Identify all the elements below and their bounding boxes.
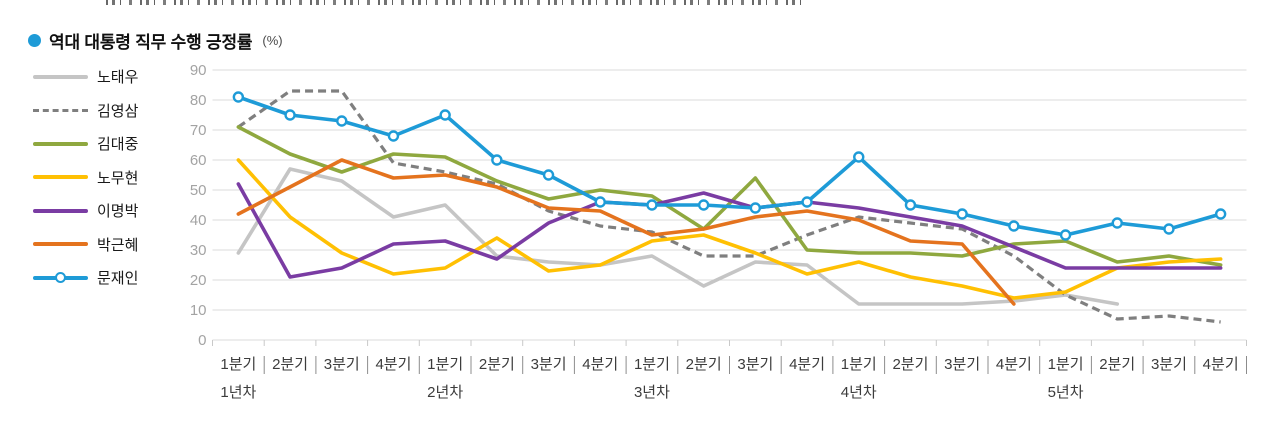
x-axis-quarter-label: 2분기: [892, 356, 928, 373]
data-point-marker-문재인: [697, 199, 710, 211]
series-line-문재인: [236, 95, 1223, 237]
x-axis-quarter-label: 1분기: [220, 356, 256, 373]
data-point-marker-문재인: [439, 109, 451, 121]
legend-item-김대중: 김대중: [33, 127, 138, 161]
data-point-marker-문재인: [853, 151, 865, 163]
data-point-marker-문재인: [336, 115, 348, 127]
y-axis-tick-label: 60: [190, 152, 207, 169]
data-point-marker-문재인: [956, 208, 968, 220]
legend-line-icon: [33, 104, 88, 116]
circle-marker-icon: [55, 272, 66, 284]
y-axis-tick-label: 0: [198, 332, 206, 349]
x-axis-quarter-label: 3분기: [944, 356, 980, 373]
legend-item-노무현: 노무현: [33, 161, 138, 195]
data-point-marker-문재인: [1214, 208, 1227, 220]
data-point-marker-문재인: [387, 130, 400, 142]
legend-item-박근혜: 박근혜: [33, 228, 138, 262]
series-line-김대중: [236, 125, 1223, 267]
data-point-marker-문재인: [801, 196, 813, 208]
data-point-marker-문재인: [749, 202, 762, 214]
x-axis-quarter-label: 1분기: [841, 356, 877, 373]
legend-line-icon: [33, 171, 88, 183]
y-axis-tick-label: 50: [190, 182, 207, 199]
y-axis-tick-label: 10: [190, 302, 207, 319]
legend-line-icon: [33, 71, 88, 83]
series-line-박근혜: [236, 158, 1016, 306]
x-axis-quarter-label: 2분기: [272, 356, 308, 373]
legend-item-문재인: 문재인: [33, 261, 138, 295]
x-axis-year-label: 3년차: [634, 384, 670, 401]
x-axis-year-label: 1년차: [220, 384, 256, 401]
x-axis-quarter-label: 4분기: [789, 356, 825, 373]
blue-dot-icon: [28, 34, 41, 47]
y-axis-tick-label: 20: [190, 272, 207, 289]
x-axis-quarter-label: 3분기: [737, 356, 773, 373]
title-unit-label: (%): [262, 33, 283, 48]
legend-line-icon: [33, 138, 88, 150]
chart-title-row: 역대 대통령 직무 수행 긍정률 (%): [28, 28, 283, 53]
legend-line-icon: [33, 238, 88, 250]
x-axis-quarter-label: 4분기: [375, 356, 411, 373]
data-point-marker-문재인: [594, 196, 606, 208]
y-axis-tick-label: 90: [190, 62, 207, 79]
x-axis-year-label: 2년차: [427, 384, 463, 401]
data-point-marker-문재인: [1163, 223, 1175, 235]
data-point-marker-문재인: [284, 109, 296, 121]
data-point-marker-문재인: [1008, 220, 1020, 232]
legend-label: 노태우: [97, 69, 139, 87]
legend-line-icon: [33, 272, 88, 284]
x-axis-quarter-label: 3분기: [324, 356, 360, 373]
clipped-text-top-strip: [106, 0, 804, 5]
data-point-marker-문재인: [1059, 229, 1072, 241]
legend-label: 김대중: [97, 136, 139, 154]
legend-label: 노무현: [97, 169, 139, 187]
data-point-marker-문재인: [491, 154, 503, 166]
legend-label: 김영삼: [97, 102, 139, 120]
legend-line-icon: [33, 205, 88, 217]
legend-item-이명박: 이명박: [33, 194, 138, 228]
data-point-marker-문재인: [1111, 217, 1123, 229]
x-axis-quarter-label: 4분기: [582, 356, 618, 373]
x-axis-quarter-label: 1분기: [634, 356, 670, 373]
legend-label: 박근혜: [97, 236, 139, 254]
y-axis-tick-label: 80: [190, 92, 207, 109]
y-axis-tick-label: 30: [190, 242, 207, 259]
series-line-노무현: [236, 158, 1223, 300]
y-axis-tick-label: 40: [190, 212, 207, 229]
x-axis-quarter-label: 2분기: [479, 356, 515, 373]
x-axis-quarter-label: 2분기: [686, 356, 722, 373]
legend-item-김영삼: 김영삼: [33, 94, 138, 128]
x-axis-quarter-label: 4분기: [1203, 356, 1239, 373]
legend-label: 이명박: [97, 203, 139, 221]
y-axis-tick-label: 70: [190, 122, 207, 139]
data-point-marker-문재인: [232, 91, 245, 103]
x-axis-quarter-label: 2분기: [1099, 356, 1135, 373]
x-axis-quarter-label: 3분기: [1151, 356, 1187, 373]
data-point-marker-문재인: [904, 199, 917, 211]
x-axis-quarter-label: 1분기: [1048, 356, 1084, 373]
series-line-김영삼: [237, 89, 1221, 324]
x-axis-quarter-label: 3분기: [531, 356, 567, 373]
legend-label: 문재인: [97, 270, 139, 288]
x-axis-year-label: 5년차: [1048, 384, 1084, 401]
legend-item-노태우: 노태우: [33, 60, 138, 94]
data-point-marker-문재인: [646, 199, 658, 211]
data-point-marker-문재인: [542, 169, 555, 181]
series-line-노태우: [236, 167, 1120, 306]
page-title: 역대 대통령 직무 수행 긍정률: [49, 33, 253, 52]
x-axis-year-label: 4년차: [841, 384, 877, 401]
x-axis-quarter-label: 4분기: [996, 356, 1032, 373]
x-axis-quarter-label: 1분기: [427, 356, 463, 373]
series-line-이명박: [236, 182, 1223, 279]
